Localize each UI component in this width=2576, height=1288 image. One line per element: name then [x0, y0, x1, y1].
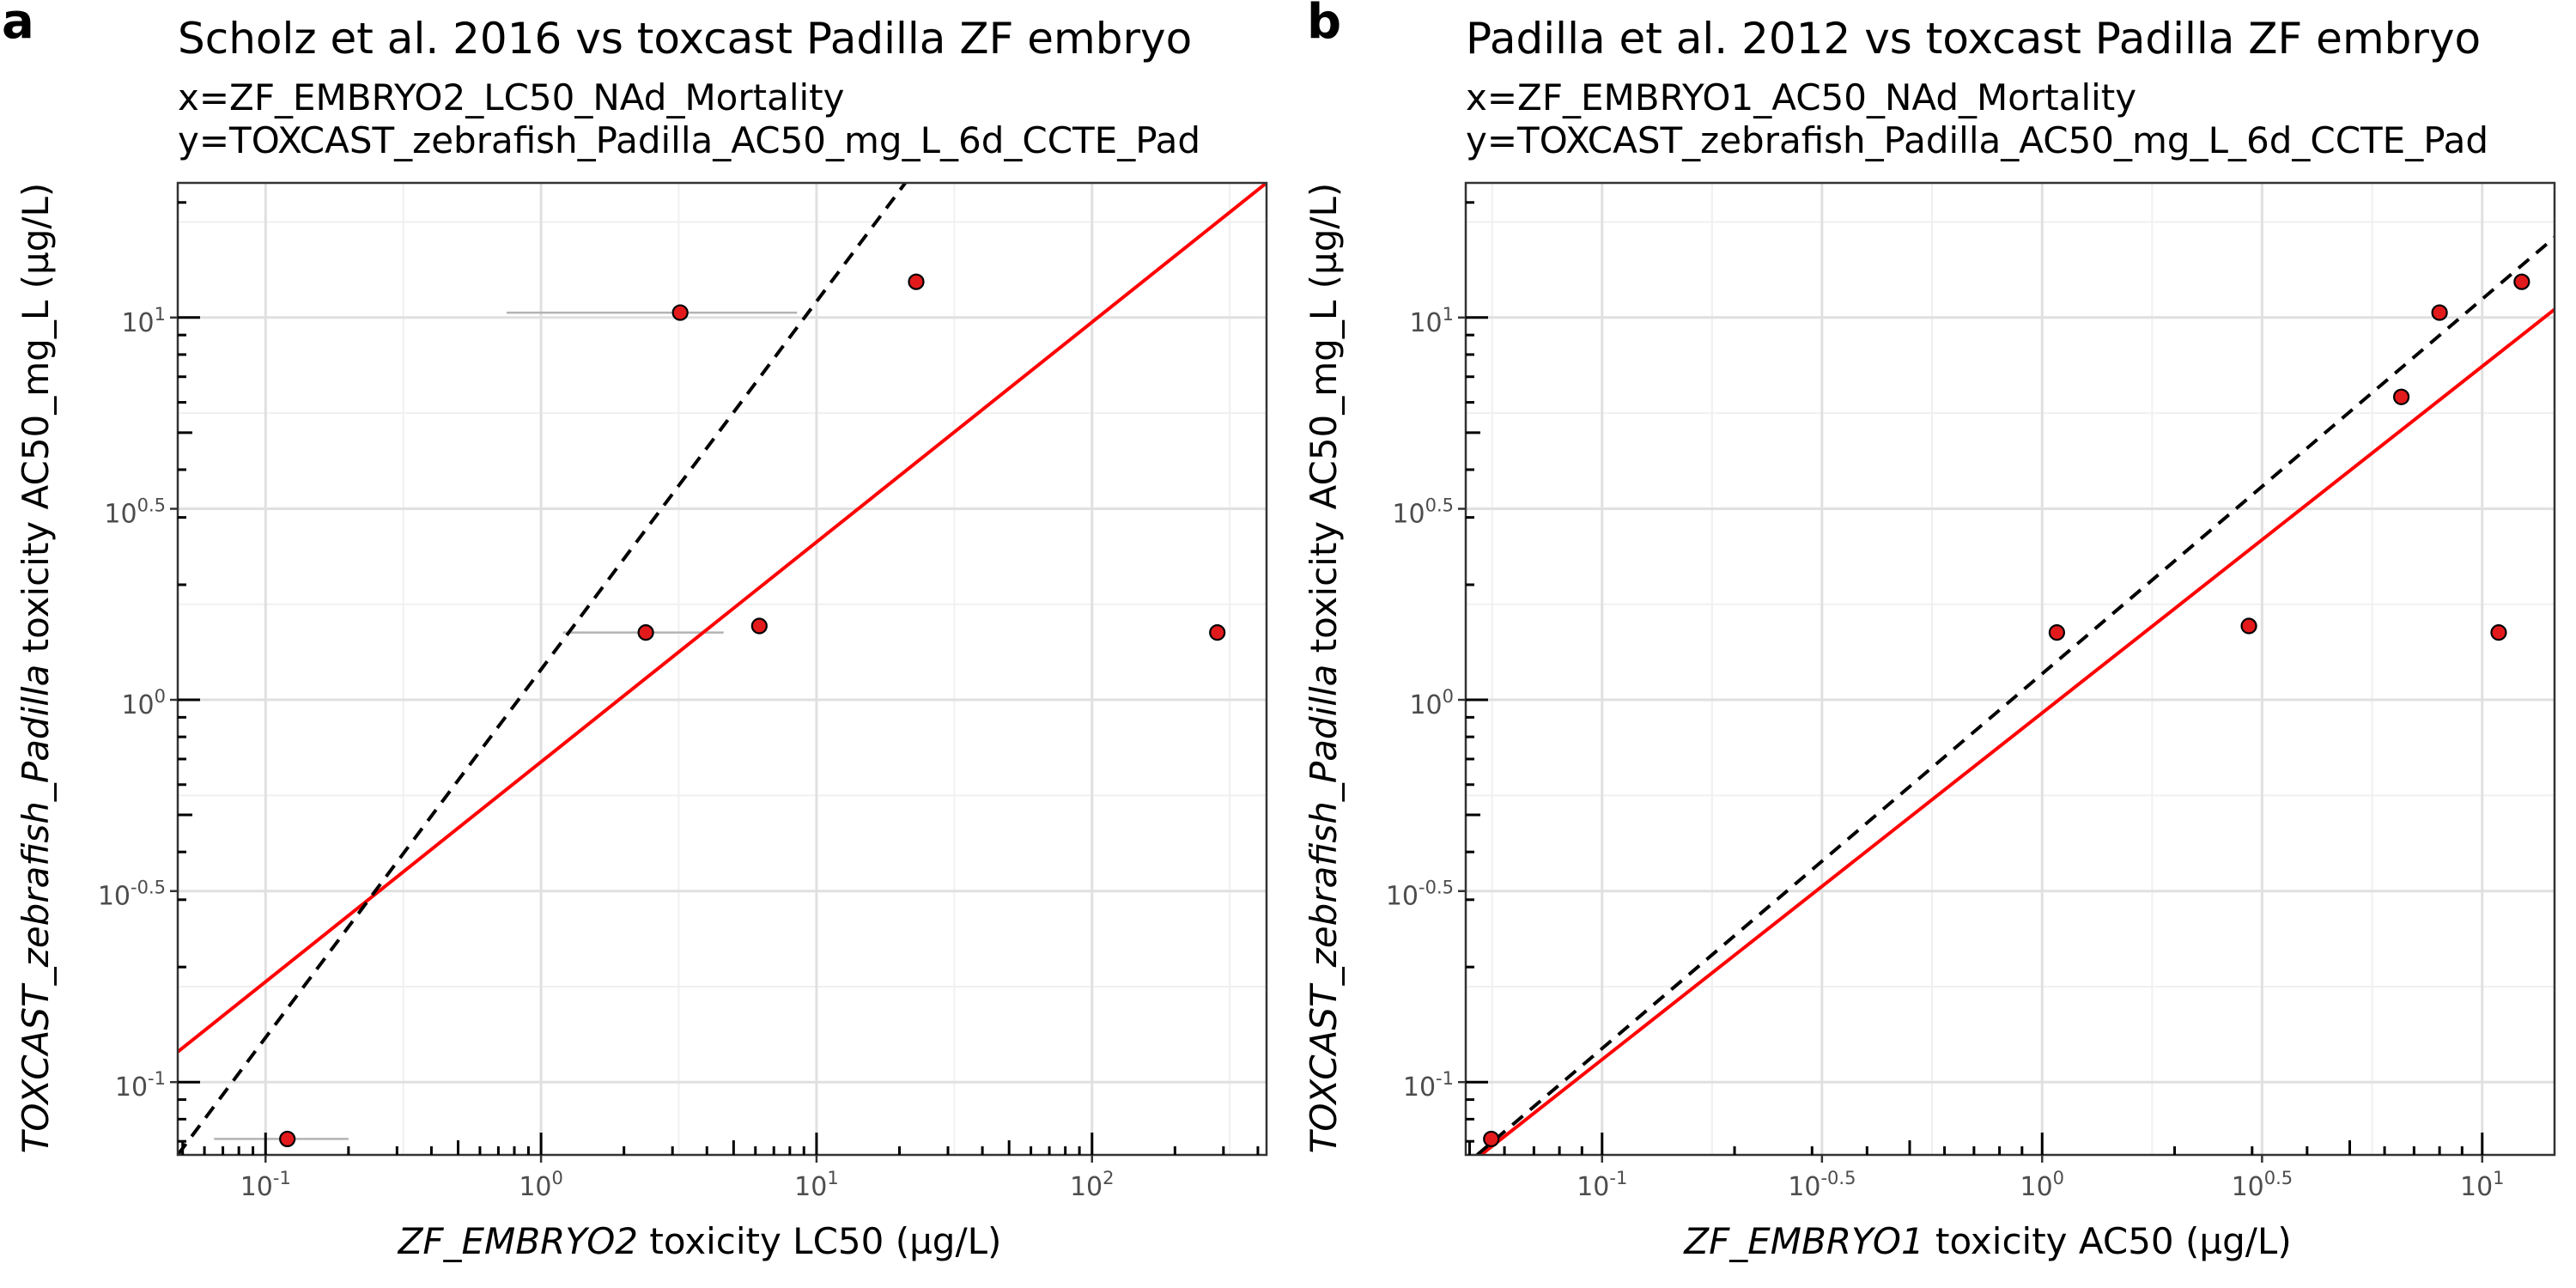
panel-b-y-tick-label: 10-1: [1403, 1068, 1454, 1103]
panel-a-subtitle-x: x=ZF_EMBRYO2_LC50_NAd_Mortality: [178, 76, 845, 118]
panel-b-x-tick-label: 10-0.5: [1788, 1168, 1856, 1202]
panel-b-data-point[interactable]: [2490, 624, 2507, 641]
panel-a-x-tick-label: 100: [519, 1168, 563, 1202]
panel-a-subtitle-y: y=TOXCAST_zebrafish_Padilla_AC50_mg_L_6d…: [178, 119, 1200, 161]
panel-b-y-tick-label: 101: [1409, 304, 1454, 338]
panel-b-data-point[interactable]: [2048, 624, 2066, 641]
panel-a-x-tick-label: 101: [794, 1168, 839, 1202]
panel-a-data-point[interactable]: [279, 1130, 296, 1148]
panel-a-data-point[interactable]: [671, 304, 689, 321]
panel-a-regression-line: [178, 183, 1267, 1054]
panel-a-y-tick-label: 101: [121, 304, 166, 338]
panel-a-letter: a: [2, 0, 34, 50]
panel-a-data-point[interactable]: [637, 624, 654, 641]
panel-b-x-tick-label: 101: [2460, 1168, 2505, 1202]
panel-b-y-tick-label: 100.5: [1392, 495, 1454, 530]
panel-a-y-tick-label: 10-1: [115, 1068, 166, 1103]
panel-a-y-tick-label: 100.5: [104, 495, 166, 530]
panel-b-x-axis-title: ZF_EMBRYO1 toxicity AC50 (µg/L): [1683, 1220, 2291, 1262]
panel-b-plot-border: [1464, 181, 2556, 1157]
panel-a-x-tick-label: 102: [1070, 1168, 1115, 1202]
panel-a-x-axis-title: ZF_EMBRYO2 toxicity LC50 (µg/L): [398, 1220, 1002, 1262]
panel-b-regression-line: [1478, 307, 2555, 1155]
panel-a-y-axis-title: TOXCAST_zebrafish_Padilla toxicity AC50_…: [15, 183, 57, 1154]
panel-b-y-tick-label: 100: [1409, 686, 1454, 720]
panel-b-data-point[interactable]: [2392, 388, 2410, 405]
panel-a-y-tick-label: 10-0.5: [98, 878, 166, 912]
panel-a-x-tick-label: 10-1: [240, 1168, 291, 1202]
panel-b-data-point[interactable]: [2513, 273, 2530, 290]
panel-a-plot-border: [176, 181, 1268, 1157]
panel-b-letter: b: [1307, 0, 1341, 50]
panel-b-data-point[interactable]: [2431, 304, 2448, 321]
panel-b-subtitle-y: y=TOXCAST_zebrafish_Padilla_AC50_mg_L_6d…: [1466, 119, 2488, 161]
panel-a-data-point[interactable]: [908, 273, 925, 290]
panel-a: a Scholz et al. 2016 vs toxcast Padilla …: [2, 0, 1268, 1262]
panel-b-x-tick-label: 100: [2020, 1168, 2064, 1202]
panel-b-x-tick-label: 10-1: [1577, 1168, 1627, 1202]
panel-b-y-tick-label: 10-0.5: [1386, 878, 1454, 912]
panel-b: b Padilla et al. 2012 vs toxcast Padilla…: [1303, 0, 2556, 1262]
panel-a-data-point[interactable]: [1209, 624, 1226, 641]
panel-a-title: Scholz et al. 2016 vs toxcast Padilla ZF…: [178, 14, 1192, 64]
panel-b-data-point[interactable]: [2240, 617, 2257, 635]
panel-b-subtitle-x: x=ZF_EMBRYO1_AC50_NAd_Mortality: [1466, 76, 2136, 118]
panel-b-x-tick-label: 100.5: [2232, 1168, 2293, 1202]
panel-a-identity-line: [178, 183, 907, 1155]
panel-a-y-tick-label: 100: [121, 686, 166, 720]
panel-b-identity-line: [1475, 235, 2555, 1155]
panel-b-data-point[interactable]: [1483, 1130, 1500, 1148]
panel-b-y-axis-title: TOXCAST_zebrafish_Padilla toxicity AC50_…: [1303, 183, 1345, 1154]
panel-b-title: Padilla et al. 2012 vs toxcast Padilla Z…: [1466, 14, 2481, 64]
panel-a-data-point[interactable]: [750, 617, 768, 635]
